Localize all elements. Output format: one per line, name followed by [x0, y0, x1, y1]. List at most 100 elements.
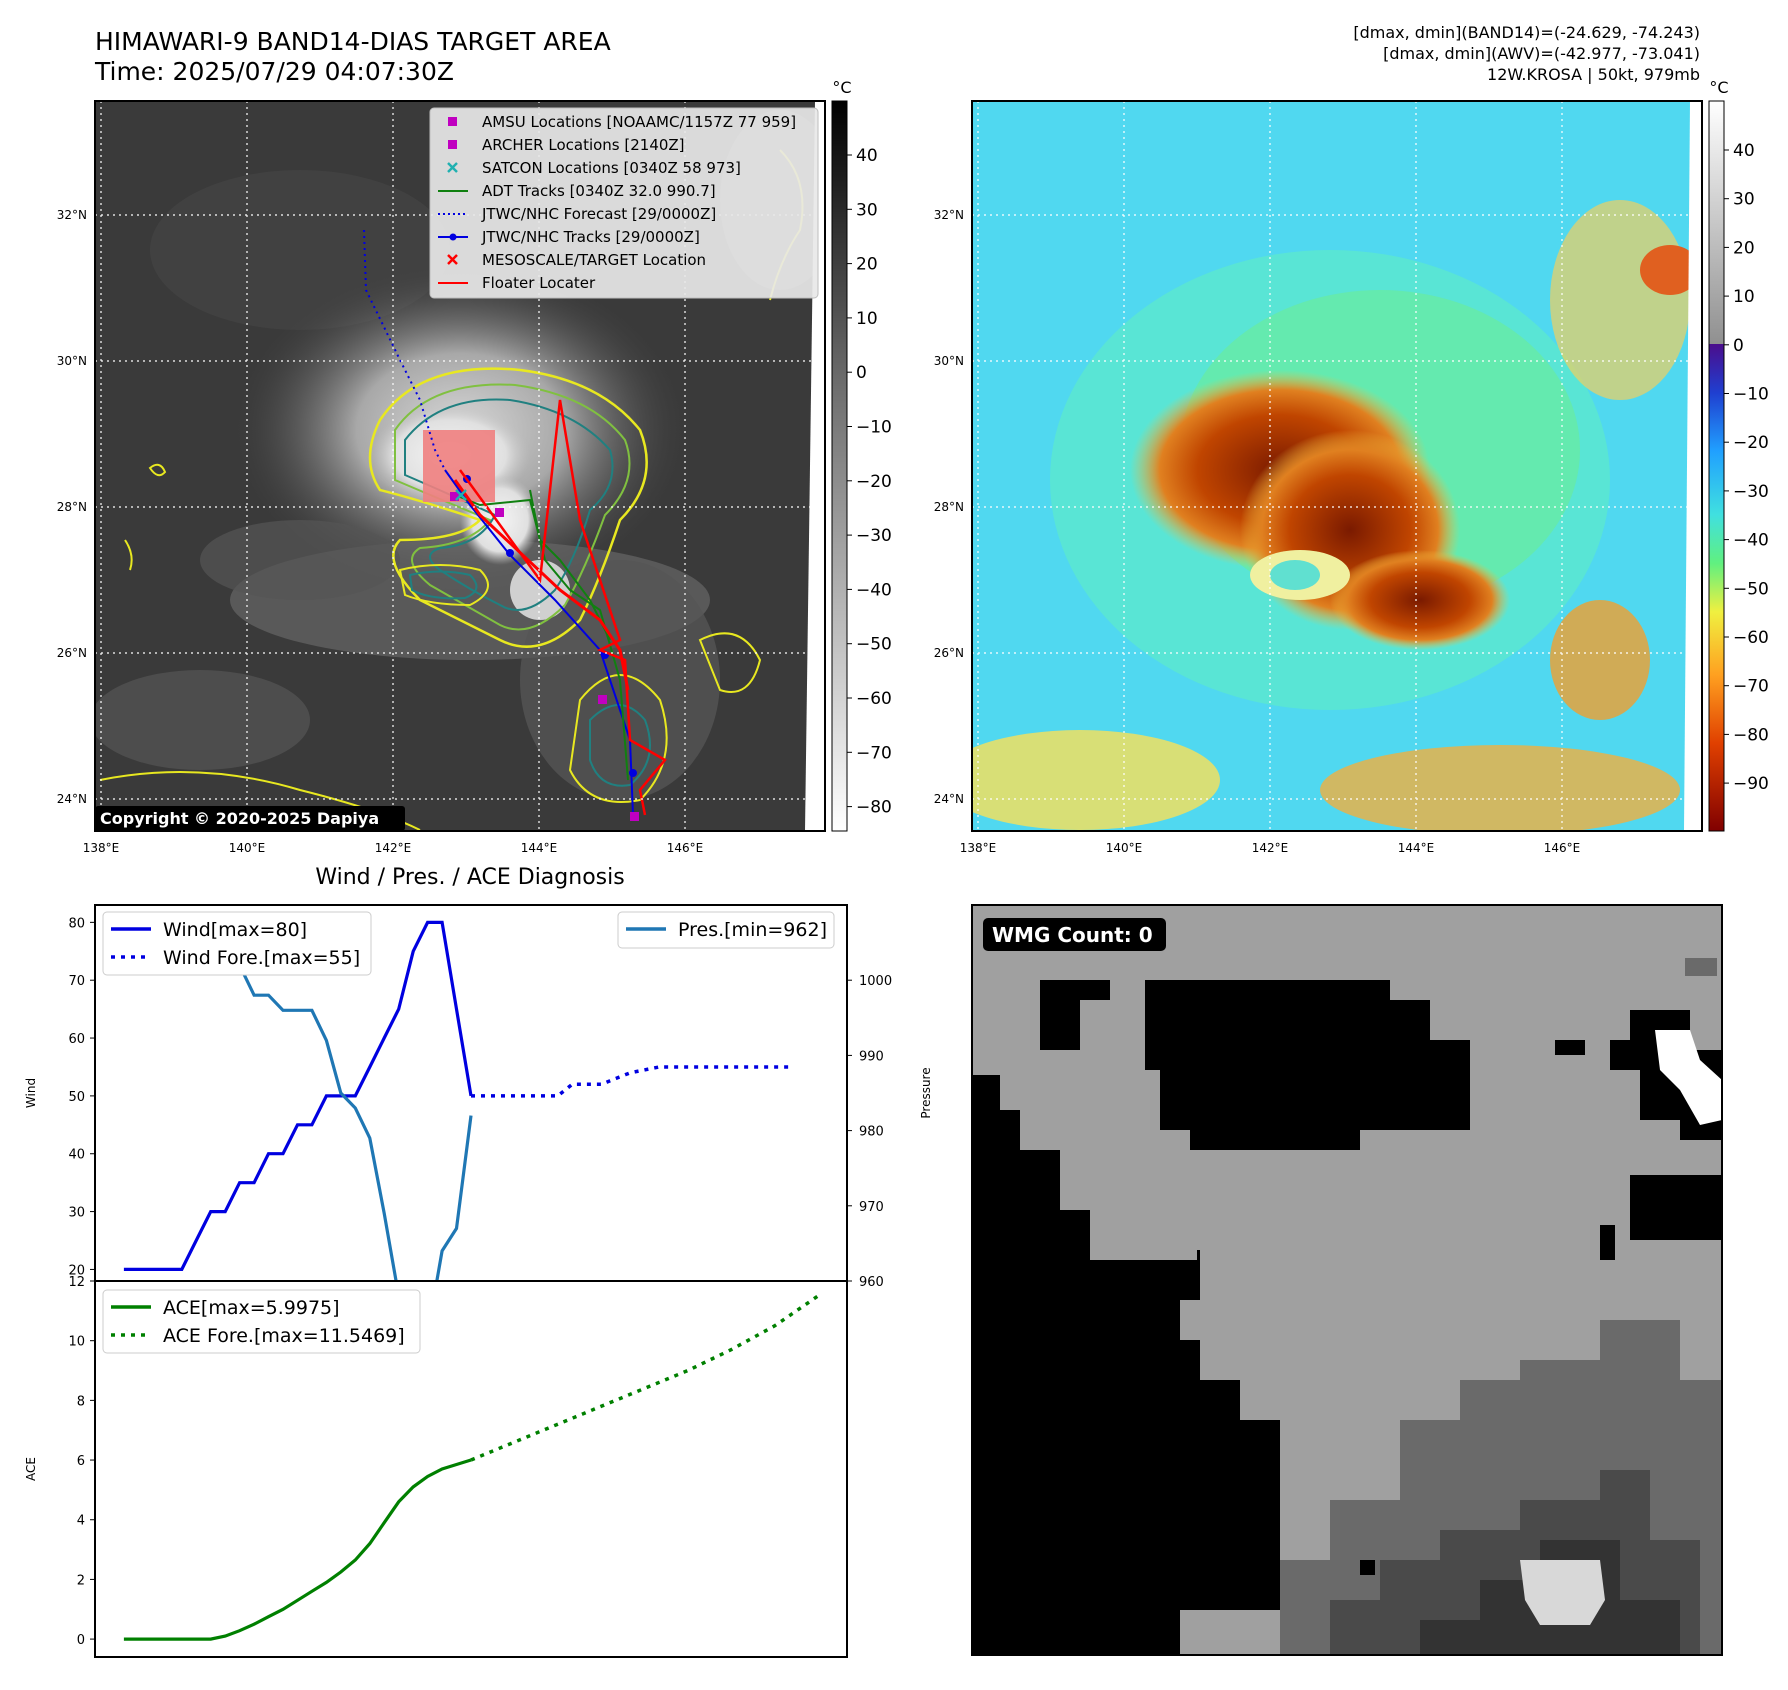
awv-map — [972, 101, 1702, 831]
awv-lat-labels: 32°N 30°N 28°N 26°N 24°N — [934, 208, 964, 806]
pressure-axis-label: Pressure — [919, 1067, 933, 1118]
awv-colorbar-unit: °C — [1709, 78, 1728, 97]
legend-entry: JTWC/NHC Forecast [29/0000Z] — [438, 205, 716, 223]
legend-label: Wind Fore.[max=55] — [163, 947, 360, 969]
legend-marker — [448, 117, 457, 126]
wind-pressure-chart: 80 70 60 50 40 30 20 1000 990 980 970 960 Wind[max=8… — [68, 904, 892, 1352]
legend-entry: AMSU Locations [NOAAMC/1157Z 77 959] — [448, 113, 796, 131]
legend-label: ARCHER Locations [2140Z] — [482, 136, 685, 154]
y2-tick-label: 970 — [859, 1200, 884, 1215]
lon-label: 142°E — [375, 841, 412, 855]
colorbar-tick: 10 — [856, 309, 878, 329]
colorbar-tick: −60 — [856, 689, 892, 709]
legend-entry: ADT Tracks [0340Z 32.0 990.7] — [438, 182, 716, 200]
y-tick-label: 80 — [68, 916, 85, 931]
wmg-count-badge — [983, 918, 1166, 951]
colorbar-tick: −20 — [856, 472, 892, 492]
y2-tick-label: 980 — [859, 1125, 884, 1140]
y-tick-label: 0 — [77, 1633, 85, 1648]
y-tick-label: 2 — [77, 1573, 85, 1588]
y-tick-label: 50 — [68, 1090, 85, 1105]
ir-lat-labels: 32°N 30°N 28°N 26°N 24°N — [57, 208, 87, 806]
archer-amsu-markers — [450, 492, 639, 821]
legend-entry: SATCON Locations [0340Z 58 973] — [447, 159, 741, 177]
chart-legend: ACE[max=5.9975] ACE Fore.[max=11.5469] — [102, 1289, 421, 1354]
colorbar-tick: −90 — [1733, 774, 1769, 794]
colorbar-tick: 30 — [856, 200, 878, 220]
colorbar-tick: −80 — [856, 798, 892, 818]
chart-legend: Pres.[min=962] — [617, 911, 835, 949]
diagnosis-title: Wind / Pres. / ACE Diagnosis — [315, 865, 624, 890]
series-line — [470, 1294, 820, 1462]
satcon-marker — [455, 489, 467, 501]
legend-label: ACE Fore.[max=11.5469] — [163, 1325, 405, 1347]
legend-label: AMSU Locations [NOAAMC/1157Z 77 959] — [482, 113, 796, 131]
ir-colorbar: °C 40 30 20 10 0 −10 −20 −30 −40 −50 −60 −70 −80 — [831, 78, 892, 832]
lat-label: 24°N — [934, 792, 964, 806]
lat-label: 30°N — [57, 354, 87, 368]
y-tick-label: 4 — [77, 1514, 85, 1529]
legend-label: MESOSCALE/TARGET Location — [482, 251, 706, 269]
awv-gridlines — [972, 101, 1702, 831]
series-line — [123, 1458, 472, 1641]
colorbar-tick: −30 — [856, 526, 892, 546]
copyright-text: Copyright © 2020-2025 Dapiya — [100, 809, 379, 828]
wind-axis-label: Wind — [24, 1078, 38, 1108]
legend-entry: JTWC/NHC Tracks [29/0000Z] — [438, 228, 700, 246]
lon-label: 146°E — [1544, 841, 1581, 855]
lat-label: 32°N — [57, 208, 87, 222]
legend-marker — [447, 162, 458, 173]
legend-marker — [448, 140, 457, 149]
colorbar-tick: −70 — [1733, 677, 1769, 697]
colorbar-tick: −10 — [856, 418, 892, 438]
colorbar-tick: −30 — [1733, 482, 1769, 502]
lon-label: 140°E — [1106, 841, 1143, 855]
wmg-panel — [972, 905, 1722, 1655]
legend-entry: MESOSCALE/TARGET Location — [447, 251, 706, 269]
colorbar-tick: −40 — [1733, 531, 1769, 551]
ace-chart: 12 10 8 6 4 2 0 ACE[max=5.9975] ACE Fore.[max=11… — [68, 1275, 848, 1658]
colorbar-tick: 40 — [1733, 141, 1755, 161]
y-tick-label: 10 — [68, 1335, 85, 1350]
colorbar-tick: 20 — [856, 255, 878, 275]
y-tick-label: 40 — [68, 1148, 85, 1163]
lon-label: 146°E — [667, 841, 704, 855]
y-tick-label: 6 — [77, 1454, 85, 1469]
colorbar-tick: 10 — [1733, 287, 1755, 307]
lat-label: 26°N — [934, 646, 964, 660]
colorbar-tick: 0 — [856, 363, 867, 383]
ir-lon-labels: 138°E 140°E 142°E 144°E 146°E — [83, 841, 704, 855]
legend-label: JTWC/NHC Forecast [29/0000Z] — [481, 205, 716, 223]
colorbar-tick: 40 — [856, 146, 878, 166]
colorbar-tick: −20 — [1733, 433, 1769, 453]
colorbar-tick: −60 — [1733, 628, 1769, 648]
title-line2: Time: 2025/07/29 04:07:30Z — [94, 57, 454, 86]
legend-label: ADT Tracks [0340Z 32.0 990.7] — [482, 182, 716, 200]
colorbar-tick: 20 — [1733, 238, 1755, 258]
legend-entry: ARCHER Locations [2140Z] — [448, 136, 685, 154]
info-line1: [dmax, dmin](BAND14)=(-24.629, -74.243) — [1353, 23, 1700, 42]
legend-label: JTWC/NHC Tracks [29/0000Z] — [481, 228, 700, 246]
ir-legend: AMSU Locations [NOAAMC/1157Z 77 959] ARCH… — [429, 107, 819, 299]
legend-label: Pres.[min=962] — [678, 919, 827, 941]
lon-label: 138°E — [83, 841, 120, 855]
awv-colorbar: °C 40 30 20 10 0 −10 −20 −30 −40 −50 −60 −70 −80 −90 — [1708, 78, 1769, 832]
y-tick-label: 20 — [68, 1263, 85, 1278]
lon-label: 144°E — [1398, 841, 1435, 855]
lon-label: 142°E — [1252, 841, 1289, 855]
y-tick-label: 30 — [68, 1206, 85, 1221]
lon-label: 138°E — [960, 841, 997, 855]
y2-tick-label: 1000 — [859, 974, 892, 989]
lat-label: 30°N — [934, 354, 964, 368]
series-line — [123, 920, 473, 1272]
y2-tick-label: 990 — [859, 1049, 884, 1064]
colorbar-tick: 30 — [1733, 190, 1755, 210]
y-tick-label: 70 — [68, 974, 85, 989]
lat-label: 32°N — [934, 208, 964, 222]
adt-track — [454, 494, 629, 781]
y2-tick-label: 960 — [859, 1275, 884, 1290]
title-line1: HIMAWARI-9 BAND14-DIAS TARGET AREA — [95, 27, 611, 56]
lon-label: 140°E — [229, 841, 266, 855]
copyright-badge — [95, 806, 405, 831]
